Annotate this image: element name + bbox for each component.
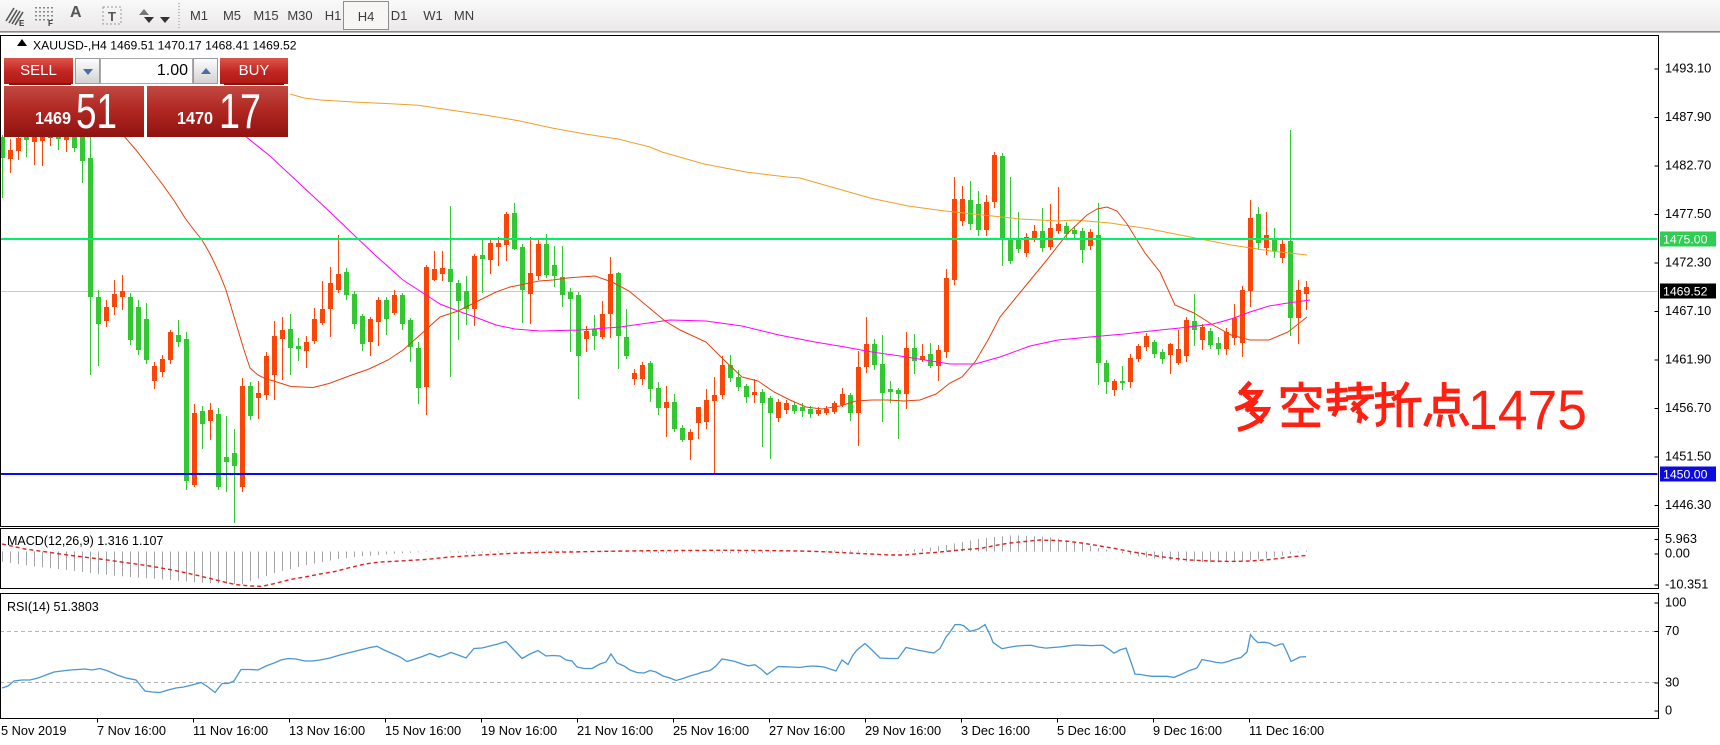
svg-text:100: 100 [1665, 595, 1686, 610]
svg-text:1493.10: 1493.10 [1665, 61, 1711, 76]
svg-text:11 Nov 16:00: 11 Nov 16:00 [193, 723, 268, 738]
svg-text:1467.10: 1467.10 [1665, 303, 1711, 318]
svg-text:29 Nov 16:00: 29 Nov 16:00 [865, 723, 941, 738]
svg-text:XAUUSD-,H4 1469.51 1470.17 14: XAUUSD-,H4 1469.51 1470.17 1468.41 1469.… [33, 39, 297, 53]
svg-text:1482.70: 1482.70 [1665, 158, 1711, 173]
svg-text:7 Nov 16:00: 7 Nov 16:00 [97, 723, 166, 738]
svg-text:3 Dec 16:00: 3 Dec 16:00 [961, 723, 1030, 738]
svg-text:0.00: 0.00 [1665, 546, 1690, 561]
svg-text:1470: 1470 [177, 108, 213, 128]
svg-text:F: F [48, 19, 53, 27]
svg-text:T: T [108, 9, 116, 24]
svg-text:1475.00: 1475.00 [1663, 233, 1708, 247]
svg-text:1477.50: 1477.50 [1665, 206, 1711, 221]
svg-text:27 Nov 16:00: 27 Nov 16:00 [769, 723, 845, 738]
svg-text:1487.90: 1487.90 [1665, 109, 1711, 124]
svg-text:1475: 1475 [1468, 378, 1587, 441]
svg-text:17: 17 [219, 86, 261, 137]
svg-text:1451.50: 1451.50 [1665, 449, 1711, 464]
svg-text:1450.00: 1450.00 [1663, 468, 1708, 482]
svg-text:5.963: 5.963 [1665, 531, 1697, 546]
svg-text:1446.30: 1446.30 [1665, 497, 1711, 512]
svg-text:19 Nov 16:00: 19 Nov 16:00 [481, 723, 557, 738]
svg-text:1469: 1469 [35, 108, 71, 128]
svg-text:13 Nov 16:00: 13 Nov 16:00 [289, 723, 365, 738]
svg-text:21 Nov 16:00: 21 Nov 16:00 [577, 723, 653, 738]
svg-text:51: 51 [76, 86, 117, 137]
svg-text:5 Dec 16:00: 5 Dec 16:00 [1057, 723, 1126, 738]
svg-text:E: E [19, 19, 25, 27]
svg-text:5 Nov 2019: 5 Nov 2019 [1, 723, 66, 738]
svg-text:15 Nov 16:00: 15 Nov 16:00 [385, 723, 461, 738]
svg-text:1472.30: 1472.30 [1665, 255, 1711, 270]
svg-text:70: 70 [1665, 623, 1679, 638]
svg-text:1456.70: 1456.70 [1665, 400, 1711, 415]
svg-text:-10.351: -10.351 [1665, 577, 1708, 592]
svg-text:MACD(12,26,9) 1.316 1.107: MACD(12,26,9) 1.316 1.107 [7, 534, 163, 548]
svg-text:RSI(14) 51.3803: RSI(14) 51.3803 [7, 600, 99, 614]
svg-text:0: 0 [1665, 703, 1672, 718]
svg-text:11 Dec 16:00: 11 Dec 16:00 [1249, 723, 1324, 738]
svg-text:1469.52: 1469.52 [1663, 285, 1708, 299]
svg-text:1461.90: 1461.90 [1665, 352, 1711, 367]
svg-text:9 Dec 16:00: 9 Dec 16:00 [1153, 723, 1222, 738]
svg-text:30: 30 [1665, 675, 1679, 690]
svg-text:25 Nov 16:00: 25 Nov 16:00 [673, 723, 749, 738]
